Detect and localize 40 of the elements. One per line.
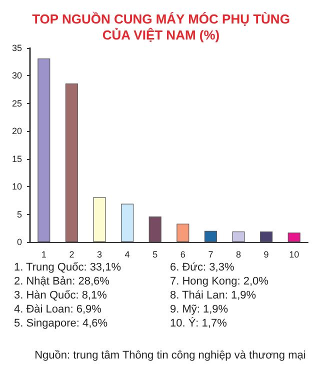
x-tick-label: 8 (236, 250, 242, 260)
text: 7. Hong Kong: 2,0% (170, 276, 269, 288)
y-tick-label: 20 (12, 126, 22, 136)
bar (260, 231, 273, 242)
y-tick-label: 35 (12, 43, 22, 53)
bar (288, 232, 300, 242)
x-tick-label: 9 (264, 250, 269, 260)
x-tick-label: 4 (124, 250, 130, 260)
x-tick-label: 3 (96, 250, 102, 260)
text: 5. Singapore: 4,6% (14, 318, 108, 330)
text: Nguồn: trung tâm Thông tin công nghiệp và thương mại (34, 350, 306, 362)
text: 4. Đài Loan: 6,9% (14, 304, 102, 316)
text: 10. Ý: 1,7% (170, 316, 228, 330)
bar (204, 230, 217, 242)
y-tick-label: 5 (16, 209, 22, 220)
y-tick-label: 30 (12, 70, 22, 81)
text: 3. Hàn Quốc: 8,1% (14, 290, 108, 302)
x-tick-label: 2 (69, 250, 74, 260)
y-tick-label: 10 (12, 182, 22, 192)
y-tick-label: 25 (12, 98, 22, 108)
text: 6. Đức: 3,3% (170, 262, 234, 274)
bar (65, 83, 78, 242)
chart-title: TOP NGUỒN CUNG MÁY MÓC PHỤ TÙNG CỦA VIỆT NAM (%) (32, 12, 290, 42)
x-tick-label: 10 (289, 250, 300, 260)
text: 2. Nhật Bản: 28,6% (14, 276, 110, 288)
x-tick-label: 6 (180, 250, 186, 260)
x-tick-label: 7 (208, 250, 214, 260)
x-tick-label: 5 (152, 250, 158, 260)
x-tick-label: 1 (41, 250, 46, 260)
text: 8. Thái Lan: 1,9% (170, 290, 256, 302)
y-tick-label: 15 (12, 154, 22, 164)
text: 1. Trung Quốc: 33,1% (14, 262, 122, 274)
bar (176, 224, 190, 242)
bar (38, 58, 50, 242)
y-tick-label: 0 (16, 237, 22, 247)
bar (93, 197, 106, 242)
text: 9. Mỹ: 1,9% (170, 304, 228, 316)
bar (121, 204, 134, 242)
bar (232, 231, 245, 242)
bar (148, 216, 162, 242)
